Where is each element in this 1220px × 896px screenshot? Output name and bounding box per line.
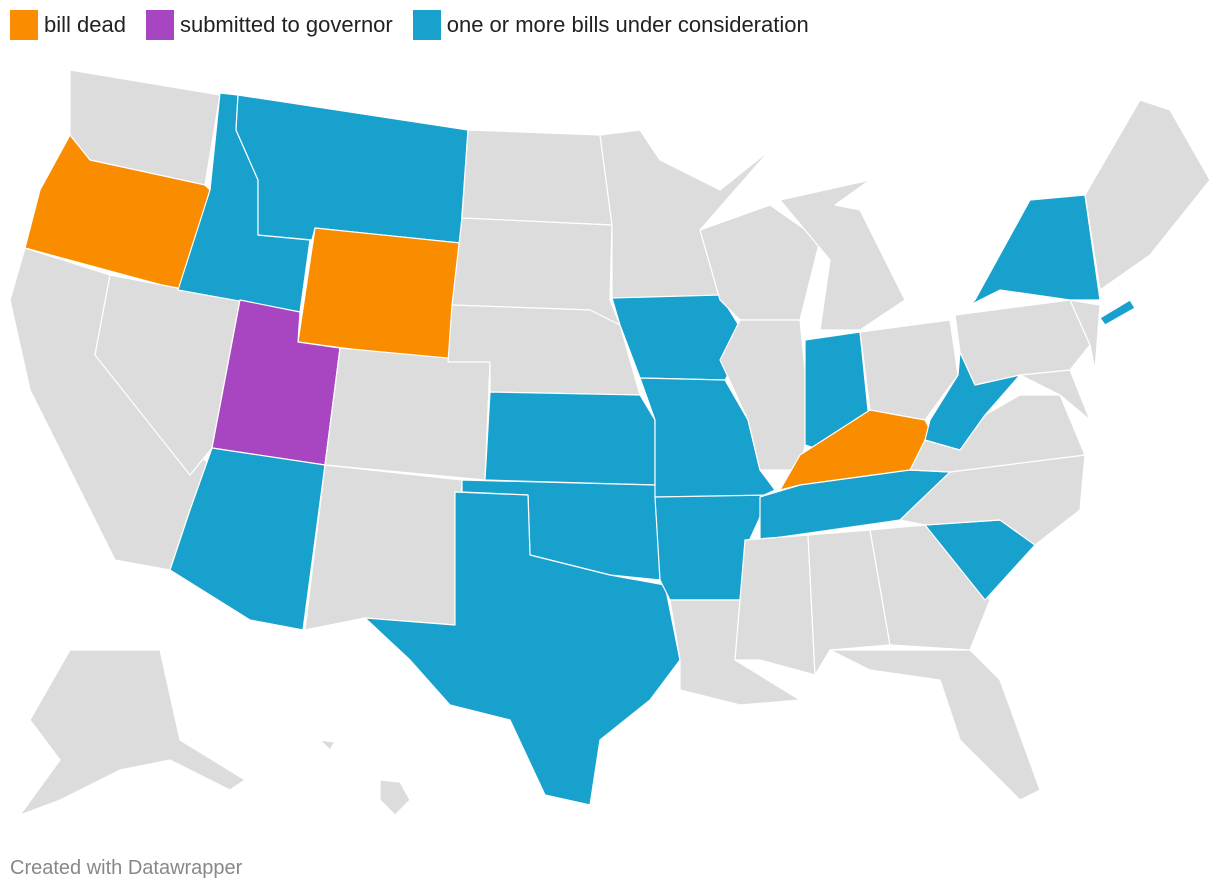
legend-swatch — [145, 10, 174, 40]
legend-item: one or more bills under consideration — [412, 10, 809, 40]
legend-item: bill dead — [10, 10, 126, 40]
legend-swatch — [412, 10, 441, 40]
state — [859, 319, 959, 421]
state — [969, 194, 1101, 306]
state — [19, 649, 246, 816]
legend-item: submitted to governor — [145, 10, 393, 40]
legend-label: bill dead — [44, 12, 126, 37]
state — [599, 129, 771, 301]
state — [319, 739, 336, 751]
state — [719, 319, 811, 471]
state — [734, 534, 816, 676]
state — [379, 779, 411, 816]
state — [461, 129, 613, 226]
legend-label: submitted to governor — [179, 12, 393, 37]
legend-label: one or more bills under consideration — [446, 12, 809, 37]
state — [1099, 299, 1136, 326]
state — [297, 227, 461, 363]
state — [807, 529, 891, 676]
footer: Created with Datawrapper — [10, 857, 243, 879]
state — [829, 649, 1041, 801]
state — [639, 377, 776, 498]
state — [364, 491, 681, 806]
state — [869, 524, 991, 651]
state — [304, 464, 463, 631]
state — [484, 391, 656, 486]
legend: bill dead submitted to governor one or m… — [10, 10, 809, 40]
state — [324, 347, 491, 481]
state — [779, 179, 906, 331]
state — [1069, 299, 1101, 371]
legend-swatch — [10, 10, 38, 40]
state — [1084, 99, 1211, 291]
state — [235, 94, 469, 244]
